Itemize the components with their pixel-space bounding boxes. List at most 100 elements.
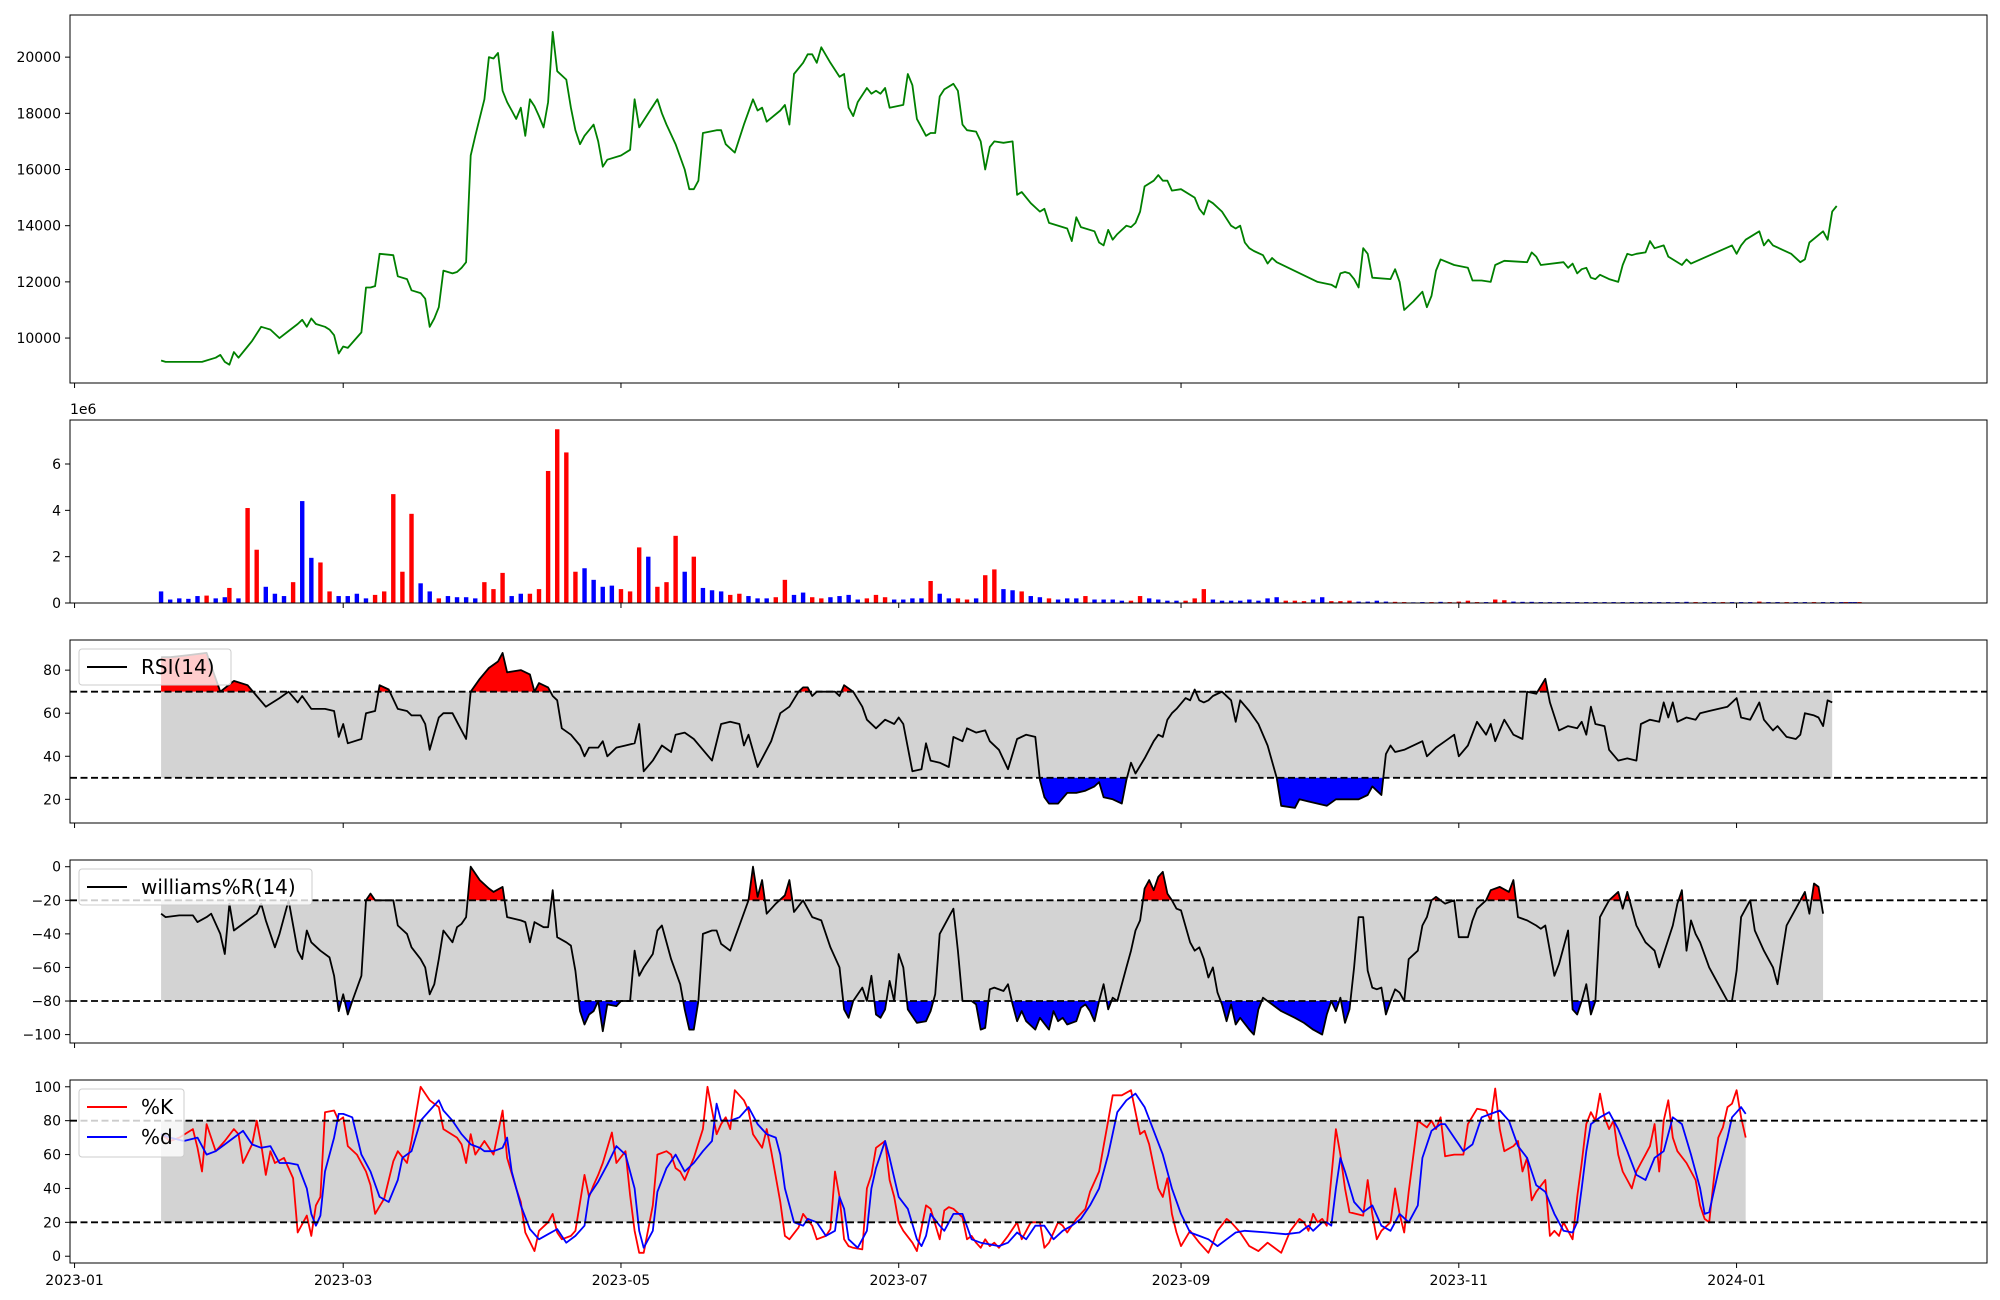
y-tick-label: 10000 bbox=[16, 331, 61, 347]
y-tick-label: 20 bbox=[43, 1215, 61, 1231]
volume-bar bbox=[673, 535, 678, 603]
volume-bar bbox=[363, 598, 369, 603]
panel-2: 0 2 4 6 1e6 bbox=[52, 402, 1988, 612]
volume-bar bbox=[1684, 601, 1689, 603]
x-tick-label: 2023-11 bbox=[1430, 1273, 1489, 1289]
volume-bar bbox=[828, 597, 833, 603]
axes-frame bbox=[69, 639, 1988, 824]
plot-area bbox=[160, 30, 1838, 366]
volume-bar bbox=[1046, 598, 1052, 603]
volume-bar bbox=[1511, 601, 1516, 603]
y-tick-label: 6 bbox=[52, 457, 61, 473]
x-tick-label: 2024-01 bbox=[1707, 1273, 1766, 1289]
y-tick-label: 100 bbox=[34, 1080, 61, 1096]
volume-bar bbox=[891, 599, 897, 603]
volume-bar bbox=[482, 582, 487, 603]
y-tick-label: 20 bbox=[43, 792, 61, 808]
volume-bar bbox=[177, 598, 182, 603]
volume-bar bbox=[195, 596, 200, 603]
volume-bar bbox=[527, 593, 533, 603]
volume-bar bbox=[1338, 601, 1343, 603]
y-tick-label: 4 bbox=[52, 503, 61, 519]
volume-bar bbox=[400, 571, 405, 603]
y-tick-label: 60 bbox=[43, 1148, 61, 1164]
volume-bar bbox=[1365, 601, 1370, 603]
volume-bar bbox=[272, 593, 278, 603]
volume-bar bbox=[627, 591, 633, 603]
y-tick-label: 2 bbox=[52, 550, 61, 566]
volume-bar bbox=[573, 571, 578, 603]
volume-bar bbox=[1274, 597, 1279, 603]
volume-bar bbox=[1028, 596, 1033, 603]
volume-bar bbox=[1119, 600, 1125, 603]
volume-bar bbox=[773, 597, 778, 603]
volume-bar bbox=[1146, 598, 1152, 603]
volume-bar bbox=[919, 598, 924, 603]
volume-bar bbox=[1210, 599, 1216, 603]
volume-bar bbox=[791, 594, 797, 603]
axes-frame bbox=[69, 419, 1988, 604]
volume-bar bbox=[992, 569, 997, 603]
volume-bar bbox=[204, 595, 209, 603]
volume-bar bbox=[1283, 600, 1288, 603]
x-tick-label: 2023-05 bbox=[592, 1273, 651, 1289]
volume-bar bbox=[1110, 599, 1115, 603]
volume-bar bbox=[764, 598, 769, 603]
volume-bar bbox=[591, 579, 596, 603]
volume-bar bbox=[564, 452, 569, 603]
volume-bar bbox=[1192, 598, 1197, 603]
volume-bar bbox=[381, 591, 387, 603]
neutral-band bbox=[161, 691, 1833, 778]
oversold-fill bbox=[1267, 1001, 1332, 1035]
volume-bar bbox=[937, 593, 942, 603]
volume-bar bbox=[728, 594, 733, 603]
volume-bar bbox=[1183, 600, 1188, 603]
volume-bar bbox=[1010, 590, 1015, 603]
panel-3: 20 40 60 80 RSI(14) bbox=[43, 639, 1988, 828]
volume-bar bbox=[855, 599, 860, 603]
x-tick-label: 2023-09 bbox=[1152, 1273, 1211, 1289]
volume-bar bbox=[700, 587, 706, 603]
volume-bar bbox=[782, 579, 788, 603]
y-tick-label: 0 bbox=[52, 1249, 61, 1265]
volume-bar bbox=[1219, 600, 1225, 603]
volume-bar bbox=[167, 599, 173, 603]
volume-bar bbox=[518, 593, 523, 603]
y-tick-label: 16000 bbox=[16, 163, 61, 179]
volume-bar bbox=[609, 585, 615, 603]
x-tick-label: 2023-03 bbox=[314, 1273, 373, 1289]
volume-bar bbox=[1228, 600, 1234, 603]
volume-bar bbox=[1201, 589, 1207, 603]
volume-bar bbox=[254, 549, 259, 603]
volume-bar bbox=[882, 597, 888, 603]
volume-bar bbox=[955, 598, 961, 603]
volume-bar bbox=[983, 575, 988, 603]
series-line--k bbox=[160, 1085, 1747, 1254]
volume-bar bbox=[1037, 597, 1043, 603]
volume-bar bbox=[1001, 589, 1006, 603]
overbought-fill bbox=[220, 680, 254, 692]
plot-area bbox=[70, 1085, 1987, 1254]
volume-bar bbox=[1493, 599, 1498, 603]
legend-box bbox=[78, 868, 313, 906]
neutral-band bbox=[161, 900, 1824, 1002]
y-tick-label: −60 bbox=[31, 960, 61, 976]
volume-bar bbox=[1238, 600, 1243, 603]
legend-label: %d bbox=[141, 1125, 173, 1149]
axes-frame bbox=[69, 1079, 1988, 1264]
volume-bar bbox=[819, 598, 824, 603]
volume-bar bbox=[1502, 600, 1507, 603]
volume-bar bbox=[1019, 591, 1024, 603]
oversold-fill bbox=[1276, 777, 1384, 808]
legend-label: RSI(14) bbox=[141, 655, 215, 679]
volume-bar bbox=[336, 596, 341, 603]
oversold-fill bbox=[1011, 1001, 1100, 1030]
volume-bar bbox=[309, 557, 314, 603]
volume-bar bbox=[1438, 601, 1443, 603]
volume-bar bbox=[290, 582, 296, 603]
volume-bar bbox=[1456, 601, 1462, 603]
volume-bar bbox=[454, 597, 460, 603]
volume-bar bbox=[281, 596, 287, 603]
y-tick-label: 40 bbox=[43, 1181, 61, 1197]
volume-bar bbox=[391, 494, 396, 603]
